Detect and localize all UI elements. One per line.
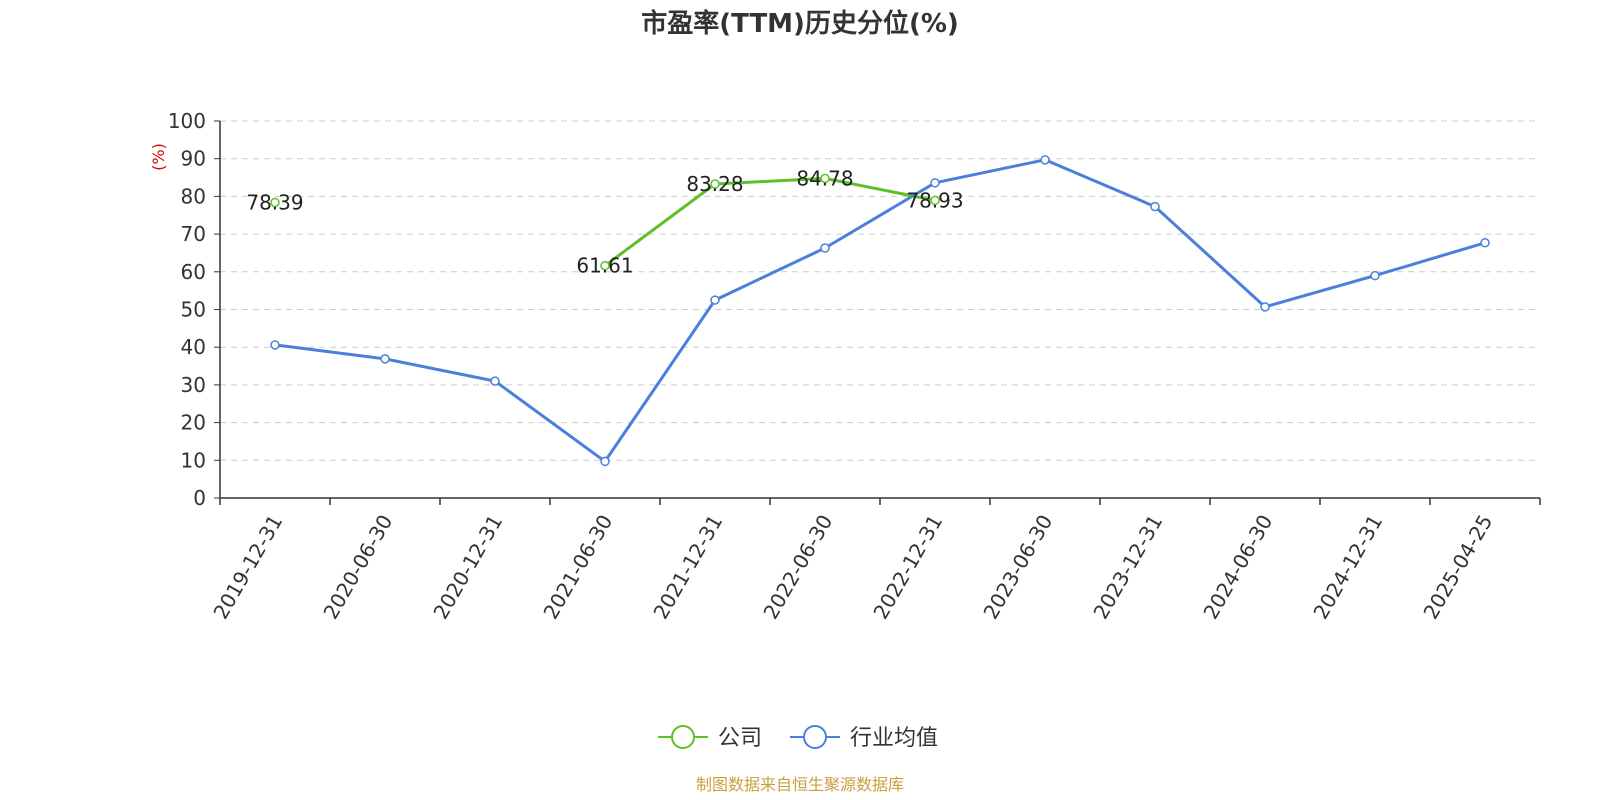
x-tick-label: 2021-12-31: [648, 511, 727, 624]
x-tick-label: 2020-06-30: [318, 511, 397, 624]
data-point: [710, 295, 720, 305]
x-axis-ticks: 2019-12-31 2020-06-30 2020-12-31 2021-06-30…: [208, 498, 1541, 624]
x-tick-label: 2022-12-31: [868, 511, 947, 624]
legend-circle-icon: [803, 725, 827, 749]
data-label: 84.78: [796, 166, 853, 190]
data-point: [820, 173, 830, 184]
x-tick-label: 2020-12-31: [428, 511, 507, 624]
legend-item-0[interactable]: 公司: [658, 725, 762, 751]
data-point: [820, 243, 830, 253]
y-tick-label: 80: [181, 184, 206, 208]
legend-circle-icon: [671, 725, 695, 749]
y-tick-label: 100: [168, 109, 206, 133]
x-tick-label: 2019-12-31: [208, 511, 287, 624]
x-tick-label: 2022-06-30: [758, 511, 837, 624]
source-note: 制图数据来自恒生聚源数据库: [696, 775, 904, 794]
gridlines: [220, 120, 1540, 461]
y-axis-label: (%): [149, 143, 168, 171]
y-tick-label: 50: [181, 298, 206, 322]
series-line-1: [274, 158, 1486, 463]
x-tick-label: 2025-04-25: [1418, 511, 1497, 624]
data-labels: 78.39 61.61 83.28 84.78 78.93: [246, 166, 963, 277]
data-label: 61.61: [576, 254, 633, 278]
legend-item-1[interactable]: 行业均值: [790, 725, 938, 751]
x-tick-label: 2021-06-30: [538, 511, 617, 624]
data-point: [930, 195, 940, 206]
data-point: [1260, 302, 1270, 312]
legend-label: 公司: [718, 726, 762, 751]
legend-label: 行业均值: [850, 726, 938, 751]
y-tick-label: 70: [181, 222, 206, 246]
data-point: [270, 197, 280, 208]
series-layer: [270, 155, 1490, 467]
data-point: [490, 376, 500, 386]
x-tick-label: 2023-12-31: [1088, 511, 1167, 624]
y-tick-label: 30: [181, 373, 206, 397]
y-tick-label: 40: [181, 335, 206, 359]
data-point: [1370, 270, 1380, 281]
data-label: 78.39: [246, 190, 303, 214]
y-tick-label: 60: [181, 260, 206, 284]
data-label: 83.28: [686, 172, 743, 196]
x-tick-label: 2024-06-30: [1198, 511, 1277, 624]
data-point: [600, 456, 610, 467]
data-point: [1040, 155, 1050, 165]
series-line-0: [604, 176, 936, 267]
y-tick-label: 10: [181, 448, 206, 472]
chart-title: 市盈率(TTM)历史分位(%): [641, 8, 959, 39]
y-tick-label: 20: [181, 411, 206, 435]
x-tick-label: 2023-06-30: [978, 511, 1057, 624]
data-point: [1150, 201, 1160, 212]
y-axis-ticks: 0 10 20 30 40 50 60 70 80 90 100: [168, 109, 220, 510]
data-point: [380, 354, 390, 364]
data-point: [600, 260, 610, 271]
data-point: [270, 340, 280, 350]
y-tick-label: 90: [181, 147, 206, 171]
data-point: [1480, 238, 1490, 248]
data-label: 78.93: [906, 188, 963, 212]
y-tick-label: 0: [193, 486, 206, 510]
legend[interactable]: 公司 行业均值: [658, 725, 938, 751]
data-point: [930, 178, 940, 188]
x-tick-label: 2024-12-31: [1308, 511, 1387, 624]
data-point: [710, 179, 720, 189]
